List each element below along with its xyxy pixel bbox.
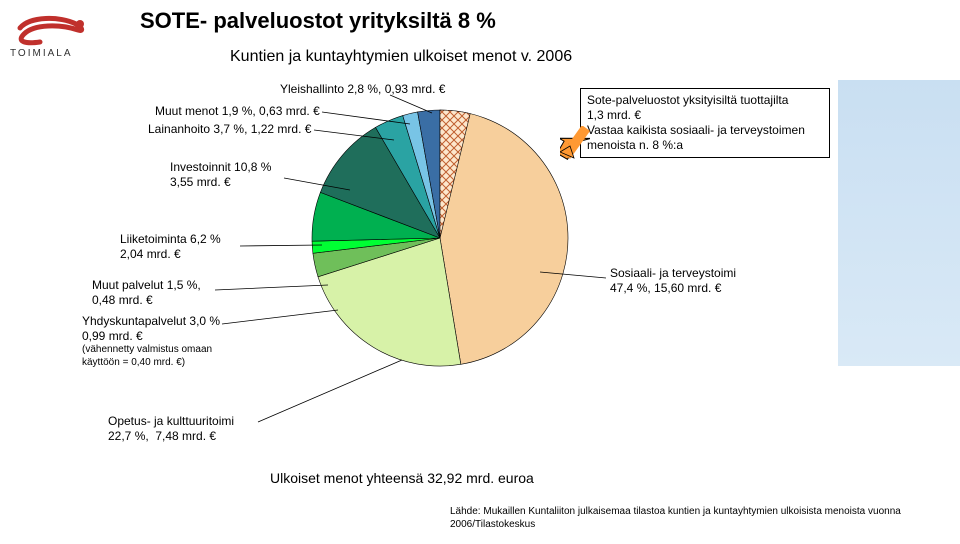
pie-chart (310, 108, 570, 368)
callout-box: Sote-palveluostot yksityisiltä tuottajil… (580, 88, 830, 158)
callout-line3: Vastaa kaikista sosiaali- ja terveystoim… (587, 123, 805, 152)
label-yhdyskunta-note: (vähennetty valmistus omaan käyttöön = 0… (82, 344, 212, 369)
brand-logo: TOIMIALA (10, 14, 90, 59)
label-muutmenot: Muut menot 1,9 %, 0,63 mrd. € (155, 104, 320, 119)
label-liiketoiminta: Liiketoiminta 6,2 % 2,04 mrd. € (120, 232, 221, 262)
source-text: Lähde: Mukaillen Kuntaliiton julkaisemaa… (450, 506, 930, 531)
subtitle: Kuntien ja kuntayhtymien ulkoiset menot … (230, 48, 572, 66)
label-sosiaali: Sosiaali- ja terveystoimi 47,4 %, 15,60 … (610, 266, 736, 296)
page-title: SOTE- palveluostot yrityksiltä 8 % (140, 8, 496, 34)
footer-total: Ulkoiset menot yhteensä 32,92 mrd. euroa (270, 470, 534, 486)
label-yleishallinto: Yleishallinto 2,8 %, 0,93 mrd. € (280, 82, 445, 97)
label-opetus: Opetus- ja kulttuuritoimi 22,7 %, 7,48 m… (108, 414, 234, 444)
callout-line2: 1,3 mrd. € (587, 108, 641, 122)
side-gradient (838, 80, 960, 366)
label-lainanhoito: Lainanhoito 3,7 %, 1,22 mrd. € (148, 122, 311, 137)
callout-line1: Sote-palveluostot yksityisiltä tuottajil… (587, 93, 788, 107)
label-investoinnit: Investoinnit 10,8 % 3,55 mrd. € (170, 160, 271, 190)
label-yhdyskunta: Yhdyskuntapalvelut 3,0 % 0,99 mrd. € (82, 314, 220, 344)
label-muutpalvelut: Muut palvelut 1,5 %, 0,48 mrd. € (92, 278, 201, 308)
brand-text: TOIMIALA (10, 48, 90, 59)
